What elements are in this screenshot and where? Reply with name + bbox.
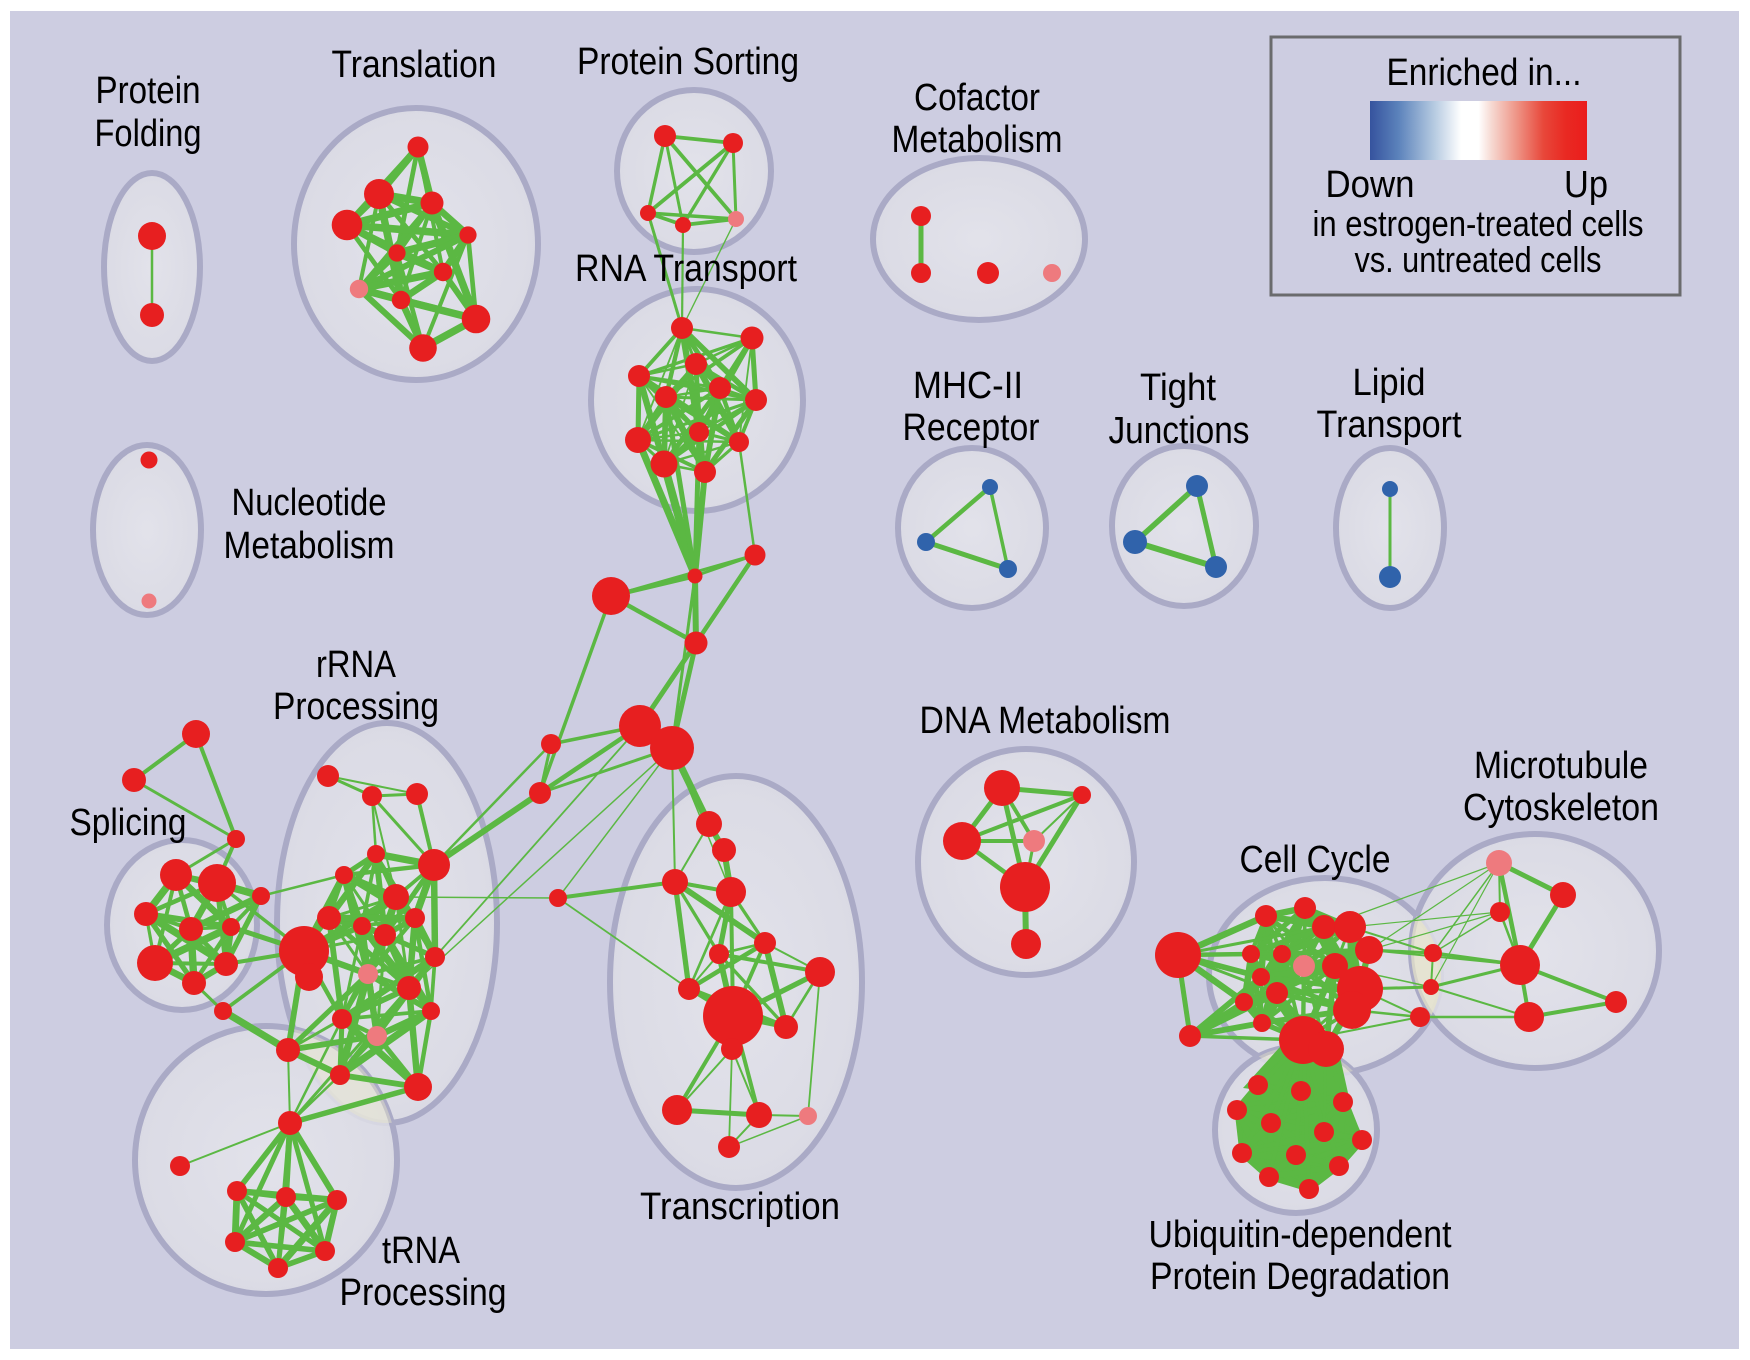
svg-text:Processing: Processing [340, 1272, 507, 1314]
svg-text:Cell Cycle: Cell Cycle [1240, 839, 1391, 881]
svg-text:Protein Sorting: Protein Sorting [577, 41, 799, 83]
svg-text:Up: Up [1564, 164, 1608, 206]
svg-text:MHC-II: MHC-II [913, 365, 1023, 407]
svg-text:Folding: Folding [95, 113, 202, 155]
svg-text:Metabolism: Metabolism [224, 525, 395, 567]
svg-text:rRNA: rRNA [316, 644, 397, 686]
svg-text:Down: Down [1326, 164, 1415, 206]
svg-text:Ubiquitin-dependent: Ubiquitin-dependent [1149, 1214, 1452, 1256]
svg-text:Splicing: Splicing [70, 802, 187, 844]
svg-text:tRNA: tRNA [382, 1230, 461, 1272]
svg-text:in estrogen-treated cells: in estrogen-treated cells [1313, 203, 1644, 244]
svg-text:Cytoskeleton: Cytoskeleton [1463, 787, 1659, 829]
svg-text:Junctions: Junctions [1109, 410, 1250, 452]
svg-text:Receptor: Receptor [903, 407, 1040, 449]
svg-text:Transcription: Transcription [640, 1186, 840, 1228]
svg-text:Translation: Translation [332, 44, 497, 86]
svg-text:DNA Metabolism: DNA Metabolism [920, 700, 1171, 742]
svg-text:Transport: Transport [1317, 404, 1462, 446]
svg-text:Processing: Processing [273, 686, 439, 728]
svg-text:Enriched in...: Enriched in... [1387, 52, 1582, 94]
svg-text:Microtubule: Microtubule [1474, 745, 1648, 787]
svg-text:Protein: Protein [96, 70, 201, 112]
svg-text:Lipid: Lipid [1353, 362, 1426, 404]
svg-text:Metabolism: Metabolism [892, 119, 1063, 161]
svg-text:Nucleotide: Nucleotide [232, 482, 387, 524]
svg-text:Tight: Tight [1140, 367, 1216, 409]
svg-text:vs. untreated cells: vs. untreated cells [1355, 239, 1602, 280]
svg-text:Protein Degradation: Protein Degradation [1150, 1256, 1450, 1298]
svg-text:RNA Transport: RNA Transport [575, 248, 797, 290]
svg-text:Cofactor: Cofactor [914, 77, 1040, 119]
